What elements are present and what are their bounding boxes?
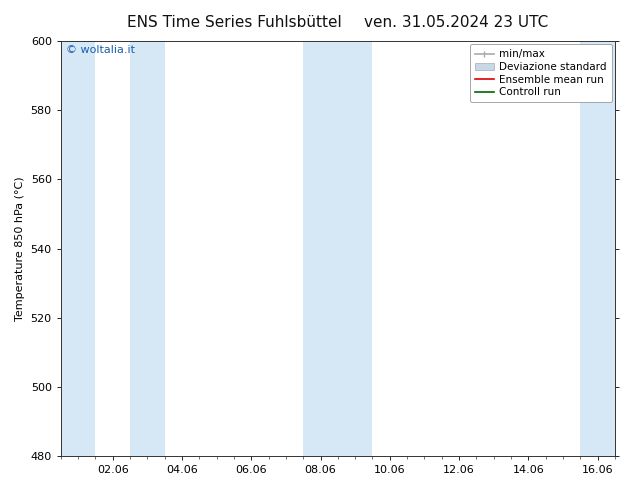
- Bar: [61, 41, 96, 456]
- Text: ENS Time Series Fuhlsbüttel: ENS Time Series Fuhlsbüttel: [127, 15, 342, 30]
- Y-axis label: Temperature 850 hPa (°C): Temperature 850 hPa (°C): [15, 176, 25, 321]
- Bar: [130, 41, 165, 456]
- Bar: [303, 41, 372, 456]
- Legend: min/max, Deviazione standard, Ensemble mean run, Controll run: min/max, Deviazione standard, Ensemble m…: [470, 44, 612, 102]
- Text: © woltalia.it: © woltalia.it: [67, 45, 136, 55]
- Bar: [580, 41, 615, 456]
- Text: ven. 31.05.2024 23 UTC: ven. 31.05.2024 23 UTC: [365, 15, 548, 30]
